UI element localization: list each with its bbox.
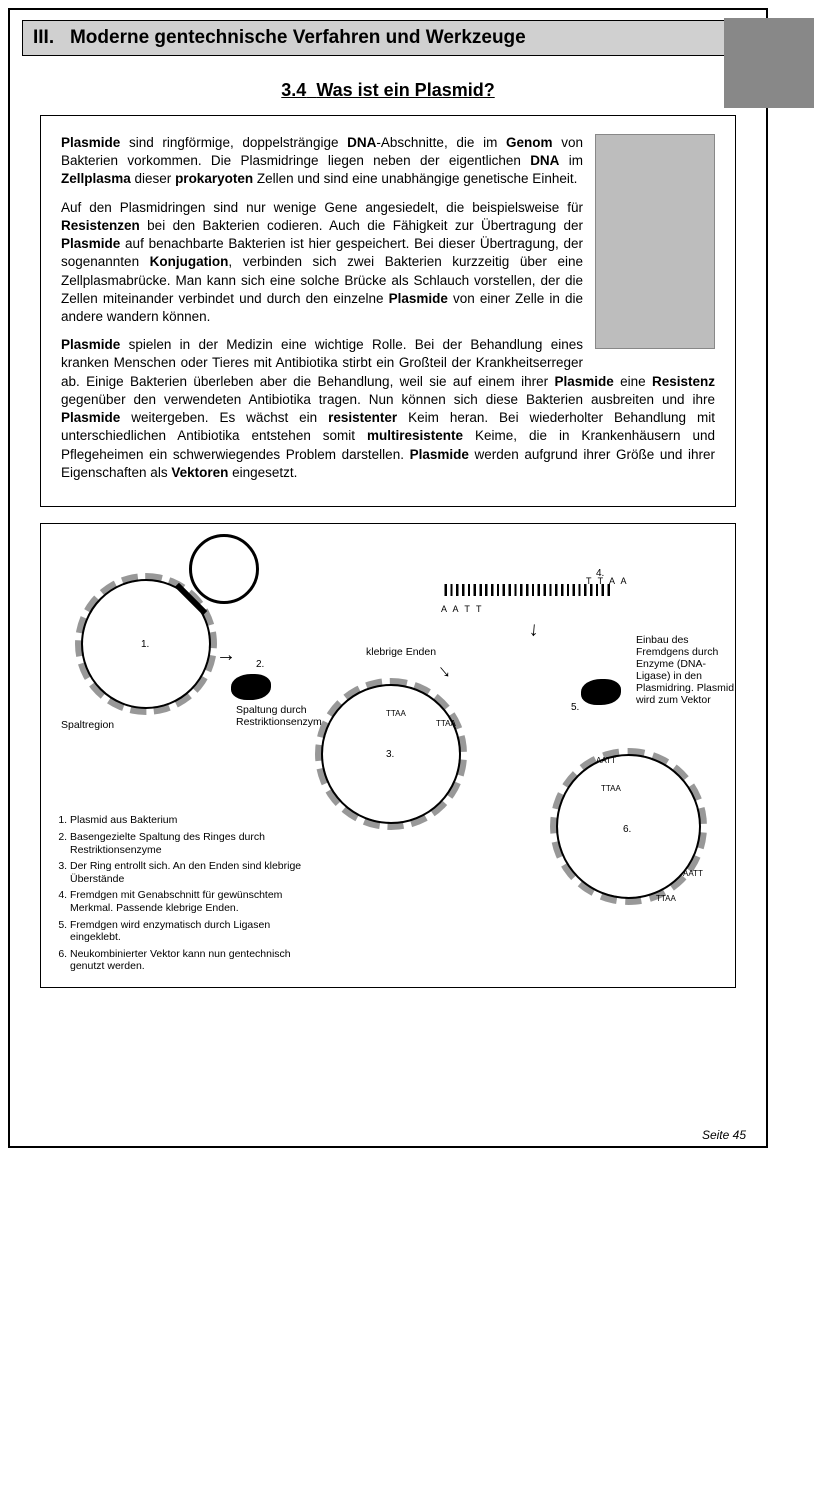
label-aatt: A A T T bbox=[441, 604, 484, 614]
step-num-5: 5. bbox=[571, 702, 579, 713]
step-num-1: 1. bbox=[141, 639, 149, 650]
label-ttaa-6b: TTAA bbox=[656, 894, 676, 903]
label-ttaa-3b: TTAA bbox=[436, 719, 456, 728]
arrow-1-3: → bbox=[216, 644, 236, 667]
step-6: Neukombinierter Vektor kann nun gentechn… bbox=[70, 948, 316, 973]
step-5: Fremdgen wird enzymatisch durch Ligasen … bbox=[70, 919, 316, 944]
chapter-title: Moderne gentechnische Verfahren und Werk… bbox=[70, 27, 526, 48]
label-aatt-6b: AATT bbox=[683, 869, 703, 878]
arrow-4-5: → bbox=[524, 619, 549, 641]
ligase-enzyme-icon bbox=[581, 679, 621, 705]
step-num-6: 6. bbox=[623, 824, 631, 835]
label-ttaa: T T A A bbox=[586, 576, 629, 586]
page-number: Seite 45 bbox=[702, 1128, 746, 1142]
diagram-steps-list: Plasmid aus Bakterium Basengezielte Spal… bbox=[56, 814, 316, 977]
step-1: Plasmid aus Bakterium bbox=[70, 814, 316, 827]
paragraph-3: Plasmide spielen in der Medizin eine wic… bbox=[61, 336, 715, 482]
magnifier-icon bbox=[189, 534, 259, 604]
plasmid-diagram: 1. Spaltregion 2. Spaltung durch Restrik… bbox=[40, 523, 736, 988]
dna-helix-icon bbox=[724, 18, 814, 108]
step-2: Basengezielte Spaltung des Ringes durch … bbox=[70, 831, 316, 856]
label-ttaa-3a: TTAA bbox=[386, 709, 406, 718]
label-klebrige: klebrige Enden bbox=[366, 646, 436, 658]
label-aatt-6: AATT bbox=[596, 756, 616, 765]
step-num-3: 3. bbox=[386, 749, 394, 760]
label-ttaa-6a: TTAA bbox=[601, 784, 621, 793]
page-frame: III. Moderne gentechnische Verfahren und… bbox=[8, 8, 768, 1148]
chapter-number: III. bbox=[33, 27, 54, 48]
restriction-enzyme-icon-1 bbox=[231, 674, 271, 700]
bacteria-conjugation-image bbox=[595, 134, 715, 349]
chapter-header: III. Moderne gentechnische Verfahren und… bbox=[22, 20, 754, 56]
text-content-box: Plasmide sind ringförmige, doppelsträngi… bbox=[40, 115, 736, 507]
step-4: Fremdgen mit Genabschnitt für gewünschte… bbox=[70, 889, 316, 914]
arrow-klebrige: → bbox=[431, 655, 461, 685]
section-title: 3.4 Was ist ein Plasmid? bbox=[10, 80, 766, 101]
step-3: Der Ring entrollt sich. An den Enden sin… bbox=[70, 860, 316, 885]
label-spaltregion: Spaltregion bbox=[61, 719, 114, 731]
step-num-2: 2. bbox=[256, 659, 264, 670]
label-einbau: Einbau des Fremdgens durch Enzyme (DNA-L… bbox=[636, 634, 736, 706]
